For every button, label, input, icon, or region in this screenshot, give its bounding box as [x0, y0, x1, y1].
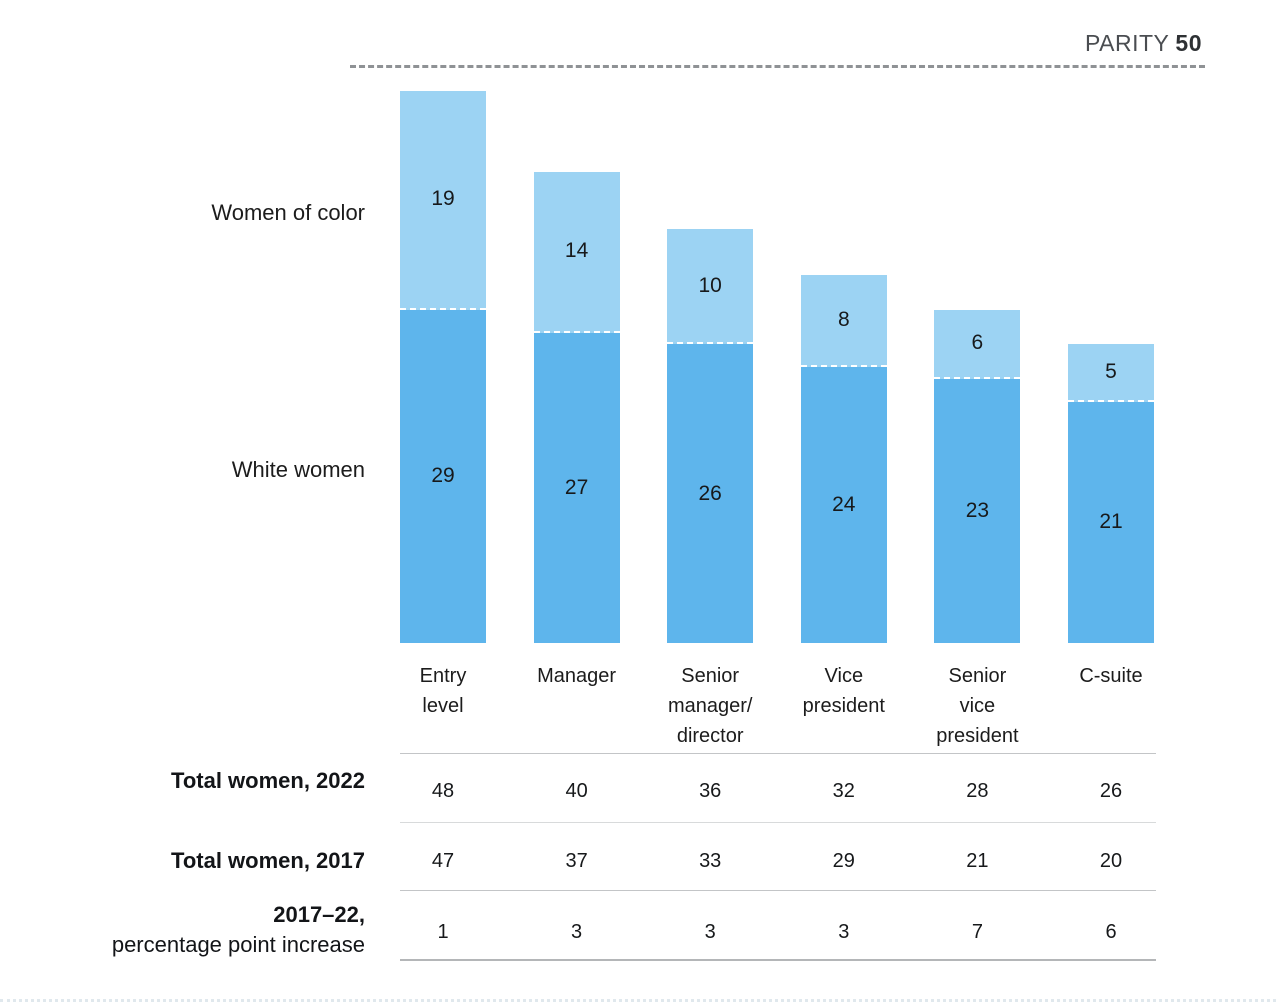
table-cell-row3-entry-level: 1 — [437, 921, 449, 943]
category-label-vice-president: Vice president — [802, 665, 885, 717]
parity-text: PARITY — [1085, 30, 1170, 56]
value-white-women-vice-president: 24 — [832, 493, 856, 516]
segment-white-women-manager: 27 — [533, 332, 620, 643]
value-women-of-color-c-suite: 5 — [1105, 359, 1117, 383]
series-label-white-women: White women — [231, 457, 365, 482]
row-label-total-women-2017: Total women, 2017 — [171, 848, 365, 873]
table-separator-3 — [400, 890, 1156, 891]
segment-white-women-entry-level: 29 — [400, 309, 486, 643]
value-white-women-manager: 27 — [564, 475, 589, 499]
table-cell-row1-manager: 40 — [565, 780, 588, 802]
segment-women-of-color-vice-president: 8 — [800, 275, 887, 367]
bottom-divider — [0, 999, 1276, 1002]
segment-women-of-color-entry-level: 19 — [400, 91, 486, 310]
value-white-women-senior-manager-director: 26 — [698, 481, 722, 505]
segment-women-of-color-manager: 14 — [533, 171, 620, 333]
bar-senior-vice-president: 6 23 — [934, 309, 1021, 643]
table-cell-row2-vice-president: 29 — [832, 850, 855, 872]
row-label-total-women-2022: Total women, 2022 — [171, 768, 365, 793]
bar-entry-level: 19 29 — [400, 91, 486, 643]
table-cell-row1-senior-manager-director: 36 — [699, 780, 722, 802]
table-cell-row3-manager: 3 — [571, 921, 583, 943]
value-white-women-entry-level: 29 — [431, 464, 455, 488]
value-women-of-color-manager: 14 — [564, 239, 589, 262]
table-separator-1 — [400, 753, 1156, 754]
bar-vice-president: 8 24 — [800, 275, 887, 643]
value-women-of-color-senior-manager-director: 10 — [698, 273, 722, 297]
table-cell-row1-senior-vice-president: 28 — [966, 780, 989, 802]
table-cell-row2-c-suite: 20 — [1099, 850, 1123, 872]
table-cell-row3-vice-president: 3 — [838, 921, 850, 943]
table-cell-row1-vice-president: 32 — [832, 780, 855, 802]
value-women-of-color-vice-president: 8 — [837, 308, 850, 331]
table-separator-4 — [400, 959, 1156, 961]
segment-white-women-c-suite: 21 — [1068, 401, 1154, 643]
table-cell-row3-c-suite: 6 — [1105, 921, 1117, 943]
table-cell-row2-manager: 37 — [565, 850, 588, 872]
table-cell-row3-senior-vice-president: 7 — [971, 921, 983, 943]
series-label-women-of-color: Women of color — [211, 200, 365, 225]
bar-manager: 14 27 — [533, 171, 620, 643]
parity-label: PARITY 50 — [1085, 30, 1202, 57]
category-label-entry-level: Entry level — [419, 665, 467, 717]
bar-senior-manager-director: 10 26 — [667, 229, 754, 643]
category-label-senior-manager-director: Senior manager/director — [667, 665, 753, 747]
category-label-c-suite: C-suite — [1079, 665, 1143, 687]
table-separator-2 — [400, 822, 1156, 823]
segment-white-women-vice-president: 24 — [800, 367, 887, 643]
table-cell-row2-senior-manager-director: 33 — [699, 850, 722, 872]
category-label-manager: Manager — [537, 665, 617, 687]
value-women-of-color-entry-level: 19 — [431, 187, 455, 211]
segment-white-women-senior-vice-president: 23 — [934, 378, 1021, 643]
table-cell-row3-senior-manager-director: 3 — [704, 921, 716, 943]
category-label-senior-vice-president: Senior vice president — [936, 665, 1019, 747]
value-white-women-c-suite: 21 — [1099, 510, 1123, 534]
parity-dashed-line — [350, 65, 1205, 68]
table-cell-row2-entry-level: 47 — [431, 850, 455, 872]
value-women-of-color-senior-vice-president: 6 — [971, 331, 984, 354]
table-cell-row1-c-suite: 26 — [1099, 780, 1123, 802]
table-cell-row1-entry-level: 48 — [431, 780, 455, 802]
table-cell-row2-senior-vice-president: 21 — [966, 850, 989, 872]
value-white-women-senior-vice-president: 23 — [965, 498, 990, 522]
parity-value: 50 — [1175, 30, 1202, 56]
segment-women-of-color-senior-manager-director: 10 — [667, 229, 754, 344]
segment-white-women-senior-manager-director: 26 — [667, 344, 754, 643]
segment-women-of-color-senior-vice-president: 6 — [934, 309, 1021, 379]
segment-women-of-color-c-suite: 5 — [1068, 344, 1154, 402]
bar-c-suite: 5 21 — [1068, 344, 1154, 643]
row-label-2017-22-percentage-point-increase: 2017–22, percentage point increase — [111, 902, 365, 957]
